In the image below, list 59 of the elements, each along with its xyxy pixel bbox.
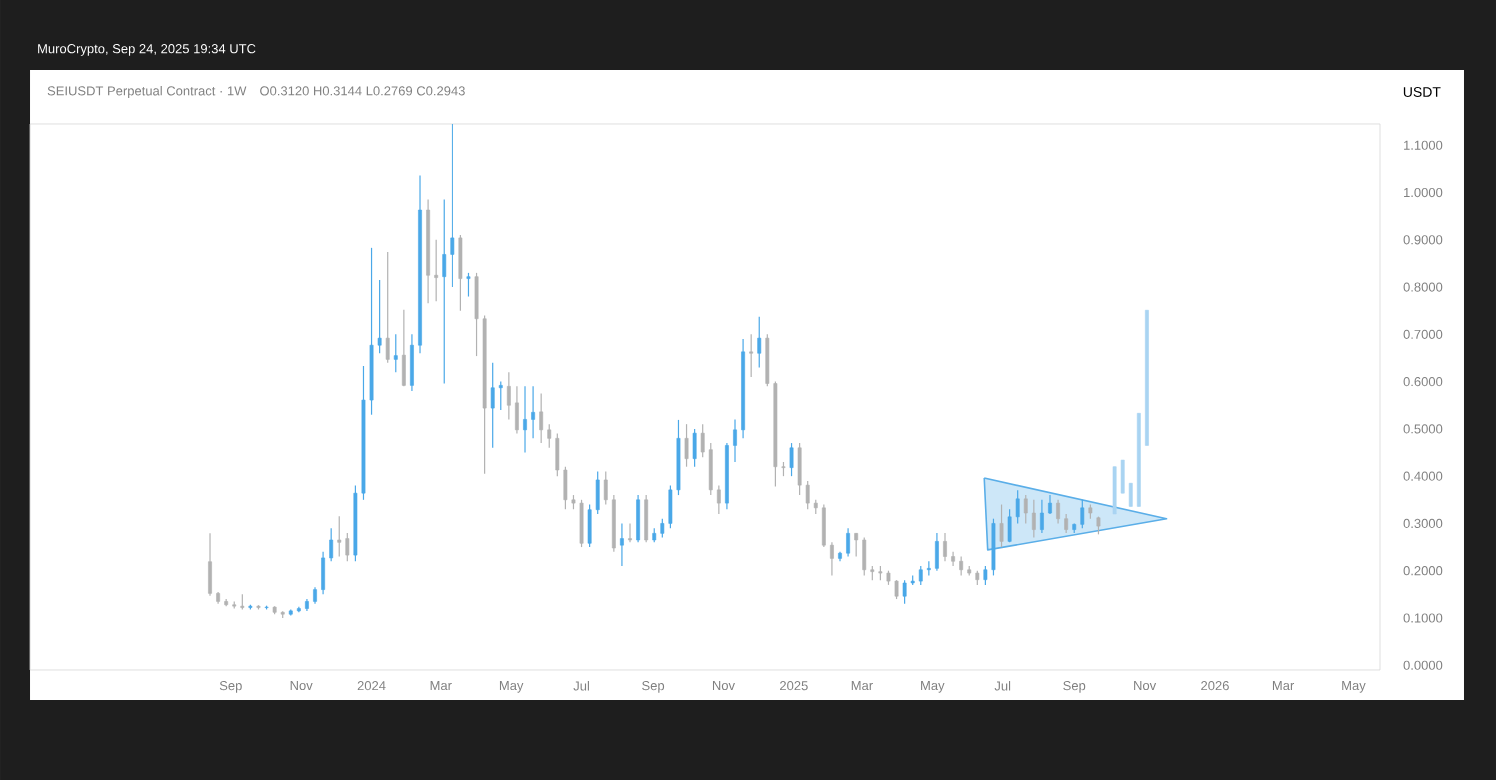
candlestick [458, 234, 463, 312]
candlestick [337, 515, 342, 558]
candlestick [603, 470, 608, 506]
candlestick [797, 442, 802, 496]
candlestick [894, 579, 899, 600]
candlestick [918, 565, 923, 586]
candlestick [1023, 494, 1028, 525]
candlestick [531, 385, 535, 439]
candlestick [523, 385, 527, 454]
candlestick [700, 423, 705, 458]
candlestick [708, 442, 713, 496]
candlestick [935, 532, 939, 572]
candlestick [902, 579, 907, 605]
candlestick [830, 541, 834, 577]
candlestick [329, 527, 334, 562]
candlestick [498, 381, 503, 411]
candlestick [636, 494, 640, 543]
candlestick [345, 532, 350, 562]
candlestick [821, 503, 826, 548]
candlestick [757, 316, 762, 369]
candlestick [466, 272, 471, 298]
candlestick [959, 555, 964, 577]
candlestick [393, 333, 398, 373]
candlestick [789, 442, 794, 477]
candlestick [1080, 499, 1085, 529]
candlestick [692, 428, 697, 468]
candlestick [999, 503, 1004, 548]
candlestick [1040, 499, 1044, 534]
candlestick [1064, 513, 1069, 534]
candlestick [620, 522, 624, 567]
candlestick [684, 423, 689, 468]
candlestick [951, 551, 955, 567]
candlestick [506, 371, 511, 421]
candlestick [943, 532, 947, 562]
candlestick [208, 532, 212, 597]
candlestick [1048, 494, 1052, 515]
candlestick [515, 385, 519, 435]
candlestick [1056, 499, 1060, 525]
candlestick [846, 527, 850, 558]
candlestick [434, 239, 439, 302]
candlestick [450, 123, 455, 288]
candlestick [644, 494, 649, 543]
candlestick [991, 518, 996, 577]
candlestick [733, 418, 737, 463]
candlestick [385, 251, 390, 364]
candlestick [490, 362, 495, 449]
candlestick [442, 199, 447, 385]
candlestick [539, 392, 544, 444]
candlestick [410, 333, 414, 392]
candlestick [1112, 466, 1117, 515]
candlestick [749, 333, 754, 378]
candlestick [579, 499, 584, 548]
candlestick [926, 560, 931, 577]
candlestick [628, 522, 632, 543]
candlestick [321, 551, 326, 595]
candlestick [716, 485, 721, 515]
candlestick [1031, 499, 1036, 539]
candlestick [862, 537, 867, 577]
candlestick [401, 309, 406, 387]
